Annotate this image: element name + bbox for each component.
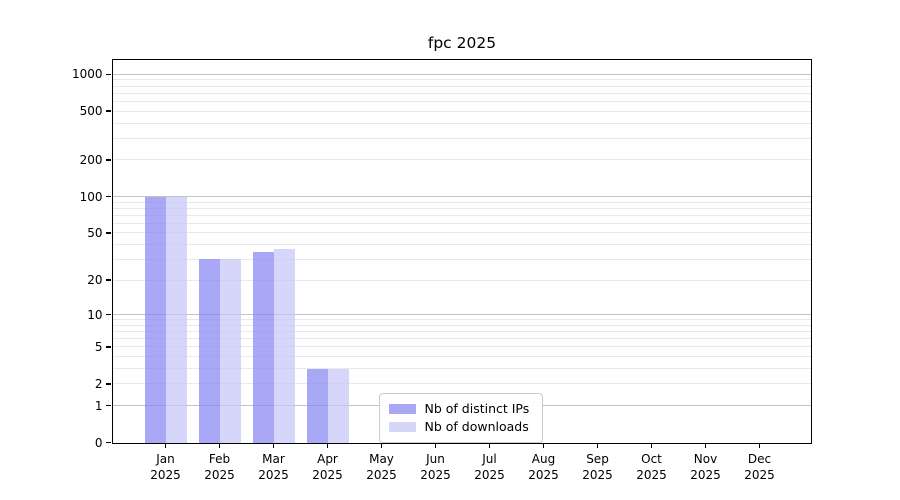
x-tick-mark — [704, 442, 707, 448]
minor-gridline — [112, 159, 811, 161]
x-tick-mark — [326, 442, 329, 448]
bar-downloads-mar — [273, 248, 295, 443]
x-tick-label: Apr 2025 — [312, 451, 343, 483]
legend-swatch — [388, 403, 416, 414]
y-tick-label: 50 — [87, 225, 103, 240]
legend: Nb of distinct IPs Nb of downloads — [378, 392, 543, 443]
plot-area: Nb of distinct IPs Nb of downloads 0 1 2 5 10… — [72, 58, 812, 482]
chart-title: fpc 2025 — [427, 34, 497, 52]
minor-gridline — [112, 137, 811, 139]
x-tick-label: Dec 2025 — [744, 451, 775, 483]
y-tick-label: 1 — [94, 398, 103, 413]
x-tick-label: Jul 2025 — [474, 451, 505, 483]
y-tick-label: 1000 — [71, 67, 103, 82]
bar-downloads-feb — [219, 259, 241, 443]
x-tick-label: Oct 2025 — [636, 451, 667, 483]
bar-distinct-ips-feb — [198, 259, 220, 443]
y-tick-mark — [106, 110, 111, 112]
x-tick-mark — [272, 442, 275, 448]
y-tick-mark — [106, 279, 111, 281]
x-tick-mark — [650, 442, 653, 448]
x-tick-mark — [164, 442, 167, 448]
y-tick-mark — [106, 404, 111, 407]
minor-gridline — [112, 100, 811, 102]
minor-gridline — [112, 79, 811, 81]
bar-downloads-jan — [165, 196, 187, 443]
minor-gridline — [112, 244, 811, 246]
x-tick-label: May 2025 — [366, 451, 397, 483]
minor-gridline — [112, 201, 811, 203]
y-tick-label: 100 — [79, 189, 103, 204]
x-tick-mark — [596, 442, 599, 448]
x-tick-label: Sep 2025 — [582, 451, 613, 483]
minor-gridline — [112, 222, 811, 224]
y-tick-mark — [106, 159, 111, 161]
x-tick-label: Jan 2025 — [150, 451, 181, 483]
y-tick-mark — [106, 232, 111, 234]
legend-label: Nb of downloads — [424, 419, 529, 434]
y-tick-mark — [106, 346, 111, 348]
x-tick-mark — [542, 442, 545, 448]
legend-label: Nb of distinct IPs — [424, 401, 530, 416]
y-tick-label: 500 — [79, 104, 103, 119]
y-tick-label: 2 — [94, 376, 103, 391]
y-tick-mark — [106, 73, 111, 75]
bar-downloads-apr — [327, 368, 349, 443]
y-tick-mark — [106, 441, 111, 444]
y-tick-label: 200 — [79, 152, 103, 167]
major-gridline — [112, 73, 811, 75]
legend-swatch — [388, 421, 416, 432]
x-tick-mark — [380, 442, 383, 448]
minor-gridline — [112, 214, 811, 216]
x-tick-label: Nov 2025 — [690, 451, 721, 483]
minor-gridline — [112, 110, 811, 112]
x-tick-mark — [758, 442, 761, 448]
y-tick-label: 10 — [87, 307, 103, 322]
minor-gridline — [112, 232, 811, 234]
legend-entry: Nb of downloads — [388, 418, 532, 436]
legend-entry: Nb of distinct IPs — [388, 400, 532, 418]
y-tick-label: 0 — [94, 435, 103, 450]
x-tick-mark — [218, 442, 221, 448]
minor-gridline — [112, 207, 811, 209]
bar-distinct-ips-jan — [144, 196, 166, 443]
bar-distinct-ips-mar — [252, 251, 274, 443]
major-gridline — [112, 195, 811, 198]
y-tick-label: 5 — [94, 339, 103, 354]
y-tick-mark — [106, 195, 111, 198]
x-tick-mark — [434, 442, 437, 448]
bar-distinct-ips-apr — [306, 368, 328, 443]
x-tick-label: Aug 2025 — [528, 451, 559, 483]
y-tick-mark — [106, 383, 111, 385]
minor-gridline — [112, 122, 811, 124]
y-tick-mark — [106, 313, 111, 316]
x-tick-mark — [488, 442, 491, 448]
x-tick-label: Feb 2025 — [204, 451, 235, 483]
minor-gridline — [112, 85, 811, 87]
y-tick-label: 20 — [87, 273, 103, 288]
x-tick-label: Jun 2025 — [420, 451, 451, 483]
minor-gridline — [112, 92, 811, 94]
x-tick-label: Mar 2025 — [258, 451, 289, 483]
